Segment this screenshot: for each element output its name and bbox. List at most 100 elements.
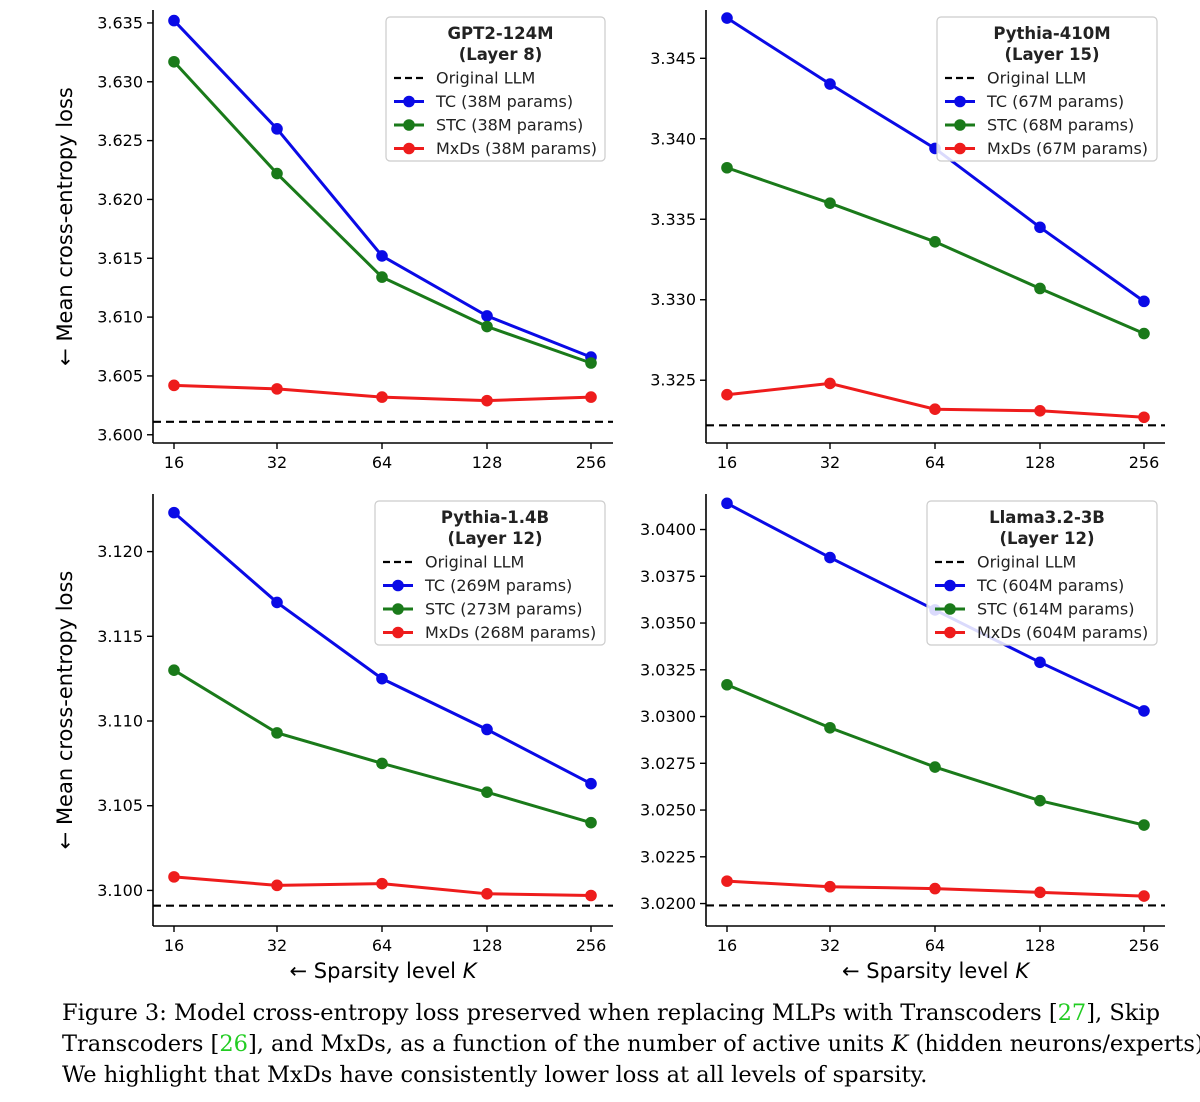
x-tick-label: 32 [267, 453, 287, 472]
data-point [721, 678, 733, 691]
y-tick-label: 3.105 [97, 796, 143, 815]
x-tick-label: 64 [925, 936, 945, 955]
legend-entry-label: STC (68M params) [987, 116, 1134, 135]
legend-entry-label: Original LLM [436, 69, 535, 88]
legend-entry-label: Original LLM [425, 553, 524, 572]
x-tick-label: 128 [1025, 453, 1056, 472]
legend-entry-label: TC (38M params) [435, 92, 573, 111]
series-line-2 [173, 668, 592, 825]
caption-text: ], and MxDs, as a function of the number… [247, 1031, 892, 1057]
data-point [1034, 886, 1046, 899]
legend-swatch-marker [392, 626, 404, 639]
y-tick-label: 3.325 [650, 371, 696, 390]
legend-entry-label: TC (67M params) [986, 92, 1124, 111]
legend-box [374, 500, 606, 646]
legend-entry-label: STC (614M params) [977, 600, 1134, 619]
data-point [721, 875, 733, 887]
data-point [1138, 890, 1150, 902]
data-point [1138, 819, 1150, 831]
data-point [1138, 295, 1150, 308]
data-point [376, 672, 388, 685]
data-point [929, 403, 941, 415]
caption-line-1: Figure 3: Model cross-entropy loss prese… [62, 998, 1192, 1029]
data-point [481, 310, 493, 322]
y-axis-title: ← Mean cross-entropy loss [53, 571, 77, 850]
x-tick-label: 16 [717, 936, 737, 955]
legend: GPT2-124M (Layer 8) Original LLM TC (38M pa… [385, 16, 606, 162]
data-point [481, 320, 493, 333]
data-point [585, 816, 597, 829]
data-point [585, 889, 597, 902]
data-point [481, 888, 493, 900]
legend-subtitle: (Layer 12) [999, 529, 1094, 548]
data-point [1138, 327, 1150, 340]
data-point [376, 391, 388, 403]
y-tick-label: 3.110 [97, 712, 143, 731]
y-tick-label: 3.0225 [640, 847, 696, 866]
data-point [271, 727, 283, 739]
data-point [376, 877, 388, 890]
y-tick-label: 3.0375 [640, 567, 696, 586]
x-tick-label: 256 [576, 453, 607, 472]
chart-panel-3: 3.100 3.105 3.110 3.115 3.120 16 32 64 128 256 ← M… [53, 494, 613, 983]
legend-swatch-marker [944, 603, 956, 615]
legend-swatch-marker [403, 95, 415, 108]
x-tick-label: 16 [164, 936, 184, 955]
data-point [824, 377, 836, 390]
data-point [585, 391, 597, 403]
y-tick-label: 3.0325 [640, 660, 696, 679]
y-tick-label: 3.600 [97, 425, 143, 444]
legend-swatch-marker [403, 142, 415, 155]
caption-line-3: We highlight that MxDs have consistently… [62, 1062, 928, 1088]
x-tick-label: 16 [717, 453, 737, 472]
y-tick-label: 3.620 [97, 190, 143, 209]
data-point [824, 551, 836, 564]
legend-entry-label: STC (38M params) [436, 116, 583, 135]
legend-swatch-marker [403, 119, 415, 131]
data-point [168, 14, 180, 27]
data-point [824, 197, 836, 209]
y-tick-label: 3.345 [650, 49, 696, 68]
series-line-2 [726, 166, 1145, 335]
caption-line-2: Transcoders [26], and MxDs, as a functio… [62, 1029, 1200, 1060]
x-tick-label: 32 [267, 936, 287, 955]
legend-entry-label: MxDs (268M params) [425, 623, 596, 642]
legend-swatch-marker [392, 603, 404, 615]
chart-panel-4: 3.0200 3.0225 3.0250 3.0275 3.0300 3.0325 3.03… [640, 494, 1165, 983]
caption-text: (hidden neurons/experts). [908, 1031, 1200, 1057]
legend-entry-label: MxDs (604M params) [977, 623, 1148, 642]
citation-link-26[interactable]: 26 [219, 1031, 248, 1057]
data-point [168, 55, 180, 68]
legend-entry-label: STC (273M params) [425, 600, 582, 619]
citation-link-27[interactable]: 27 [1057, 1000, 1087, 1026]
data-point [481, 394, 493, 407]
caption-text: Transcoders [ [62, 1031, 220, 1057]
x-tick-label: 64 [925, 453, 945, 472]
y-tick-label: 3.330 [650, 290, 696, 309]
y-tick-label: 3.630 [97, 72, 143, 91]
data-point [1034, 794, 1046, 807]
y-tick-label: 3.0300 [640, 707, 696, 726]
legend: Pythia-1.4B (Layer 12) Original LLM TC (269… [374, 500, 606, 646]
data-point [721, 12, 733, 24]
data-point [271, 167, 283, 180]
data-point [721, 497, 733, 510]
data-point [376, 757, 388, 770]
legend-swatch-marker [944, 579, 956, 592]
data-point [168, 379, 180, 392]
y-tick-label: 3.115 [97, 627, 143, 646]
y-tick-label: 3.0350 [640, 614, 696, 633]
data-point [1034, 221, 1046, 234]
chart-panel-2: 3.325 3.330 3.335 3.340 3.345 16 32 64 128 256 Pyt… [650, 10, 1165, 472]
x-tick-label: 128 [472, 453, 503, 472]
legend-title: Pythia-410M [993, 24, 1110, 43]
data-point [271, 879, 283, 892]
data-point [824, 78, 836, 90]
y-tick-label: 3.635 [97, 13, 143, 32]
caption-math-k: K [891, 1031, 909, 1057]
legend-box [926, 500, 1158, 646]
legend-entry-label: MxDs (67M params) [987, 139, 1148, 158]
x-tick-label: 256 [1129, 453, 1160, 472]
data-point [585, 777, 597, 790]
legend: Llama3.2-3B (Layer 12) Original LLM TC (604… [926, 500, 1158, 646]
